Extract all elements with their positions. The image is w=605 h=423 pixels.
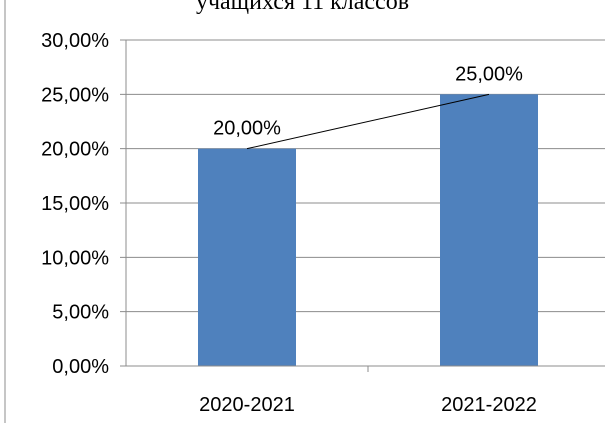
bar bbox=[198, 148, 296, 366]
y-tick-label: 20,00% bbox=[41, 139, 109, 161]
x-tick-label: 2020-2021 bbox=[199, 394, 295, 416]
y-tick-label: 25,00% bbox=[41, 84, 109, 106]
data-label: 25,00% bbox=[455, 63, 523, 85]
x-tick-label: 2021-2022 bbox=[441, 394, 537, 416]
chart-title: учащихся 11 классов bbox=[195, 0, 410, 15]
data-label: 20,00% bbox=[213, 118, 281, 140]
y-tick-label: 15,00% bbox=[41, 193, 109, 215]
bar bbox=[440, 94, 538, 366]
y-tick-label: 5,00% bbox=[52, 302, 109, 324]
trendline bbox=[246, 93, 490, 150]
y-tick-label: 0,00% bbox=[52, 356, 109, 378]
y-tick-label: 10,00% bbox=[41, 247, 109, 269]
y-tick-label: 30,00% bbox=[41, 30, 109, 52]
